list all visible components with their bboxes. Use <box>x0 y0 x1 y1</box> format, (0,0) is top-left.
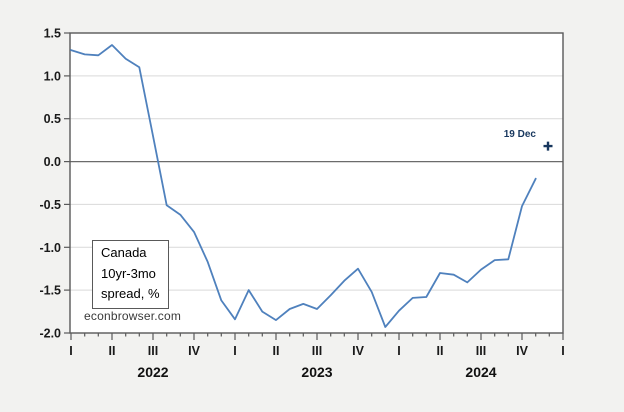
x-quarter-label: I <box>397 344 400 358</box>
watermark: econbrowser.com <box>84 309 182 323</box>
x-quarter-label: III <box>148 344 158 358</box>
y-tick-label: -0.5 <box>39 198 61 212</box>
x-quarter-label: III <box>312 344 322 358</box>
y-tick-label: 1.0 <box>44 69 61 83</box>
x-quarter-label: IV <box>188 344 200 358</box>
x-quarter-label: I <box>69 344 72 358</box>
x-quarter-label: II <box>109 344 116 358</box>
y-tick-label: -1.0 <box>39 241 61 255</box>
plot-frame <box>69 32 564 334</box>
legend-line-1: Canada <box>101 245 147 260</box>
y-tick-label: -1.5 <box>39 284 61 298</box>
legend-line-2: 10yr-3mo <box>101 265 156 281</box>
spread-line <box>70 44 537 328</box>
y-tick-label: 0.5 <box>44 112 61 126</box>
legend-line-3: spread, % <box>101 286 160 301</box>
annotation-cross-marker <box>543 141 553 151</box>
x-year-label: 2022 <box>137 364 168 380</box>
y-tick-label: -2.0 <box>39 327 61 341</box>
x-quarter-label: I <box>233 344 236 358</box>
x-quarter-label: IV <box>352 344 364 358</box>
y-tick-label: 0.0 <box>44 155 61 169</box>
x-year-label: 2024 <box>465 364 496 380</box>
annotation-label: 19 Dec <box>503 129 536 140</box>
y-tick-label: 1.5 <box>44 27 61 41</box>
x-year-label: 2023 <box>301 364 332 380</box>
x-quarter-label: II <box>437 344 444 358</box>
legend-box: Canada 10yr-3mo spread, % <box>92 240 169 309</box>
x-quarter-label: I <box>561 344 564 358</box>
x-quarter-label: II <box>273 344 280 358</box>
x-quarter-label: IV <box>516 344 528 358</box>
x-quarter-label: III <box>476 344 486 358</box>
